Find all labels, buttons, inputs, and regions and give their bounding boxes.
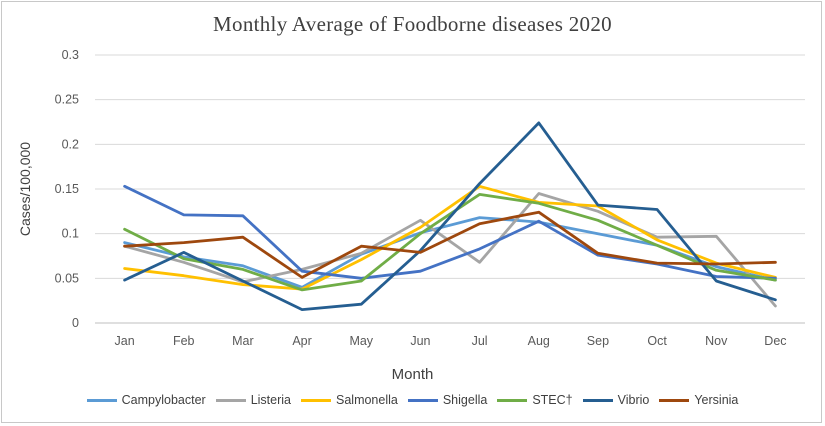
series-line-salmonella — [123, 184, 777, 291]
legend-label: Yersinia — [694, 393, 739, 407]
x-tick-label: Jul — [472, 334, 488, 348]
y-axis-label-text: Cases/100,000 — [17, 141, 33, 237]
legend: Campylobacter Listeria Salmonella Shigella S… — [0, 393, 825, 407]
legend-item-yersinia: Yersinia — [659, 393, 738, 407]
legend-label: Vibrio — [617, 393, 650, 407]
y-tick-label: 0.25 — [55, 93, 79, 107]
series-line-stec — [123, 192, 777, 292]
y-tick-label: 0.3 — [62, 48, 79, 62]
y-tick-label: 0.05 — [55, 271, 79, 285]
legend-item-salmonella: Salmonella — [301, 393, 398, 407]
legend-item-listeria: Listeria — [215, 393, 291, 407]
x-tick-label: Apr — [292, 334, 311, 348]
legend-swatch — [86, 398, 117, 402]
y-tick-label: 0.15 — [55, 182, 79, 196]
x-tick-label: Oct — [647, 334, 667, 348]
x-tick-label: Sep — [587, 334, 609, 348]
legend-swatch — [497, 398, 528, 402]
x-tick-label: Mar — [232, 334, 254, 348]
chart-title: Monthly Average of Foodborne diseases 20… — [213, 12, 612, 36]
x-tick-label: Aug — [528, 334, 550, 348]
legend-swatch — [215, 398, 246, 402]
legend-swatch — [659, 398, 690, 402]
series-line-shigella — [123, 184, 777, 280]
legend-label: Shigella — [442, 393, 488, 407]
legend-label: Campylobacter — [121, 393, 206, 407]
legend-label: Salmonella — [336, 393, 398, 407]
legend-item-shigella: Shigella — [407, 393, 488, 407]
series-line-yersinia — [123, 210, 777, 279]
legend-swatch — [301, 398, 331, 402]
x-tick-label: Feb — [173, 334, 195, 348]
legend-item-campylobacter: Campylobacter — [86, 393, 206, 407]
y-tick-label: 0 — [72, 316, 79, 330]
legend-swatch — [582, 398, 613, 402]
series-line-campylobacter — [123, 216, 777, 289]
legend-item-vibrio: Vibrio — [582, 393, 650, 407]
y-tick-label: 0.1 — [62, 227, 79, 241]
y-tick-label: 0.2 — [62, 137, 79, 151]
x-tick-label: Nov — [705, 334, 728, 348]
legend-label: STEC† — [532, 393, 573, 407]
series-line-listeria — [123, 192, 777, 308]
legend-label: Listeria — [250, 393, 291, 407]
x-tick-label: Jan — [115, 334, 135, 348]
series-line-vibrio — [123, 121, 777, 312]
x-tick-label: May — [349, 334, 373, 348]
legend-swatch — [407, 398, 438, 402]
x-tick-label: Dec — [764, 334, 786, 348]
legend-item-stec: STEC† — [497, 393, 573, 407]
x-tick-label: Jun — [410, 334, 430, 348]
x-axis-label: Month — [391, 366, 434, 383]
